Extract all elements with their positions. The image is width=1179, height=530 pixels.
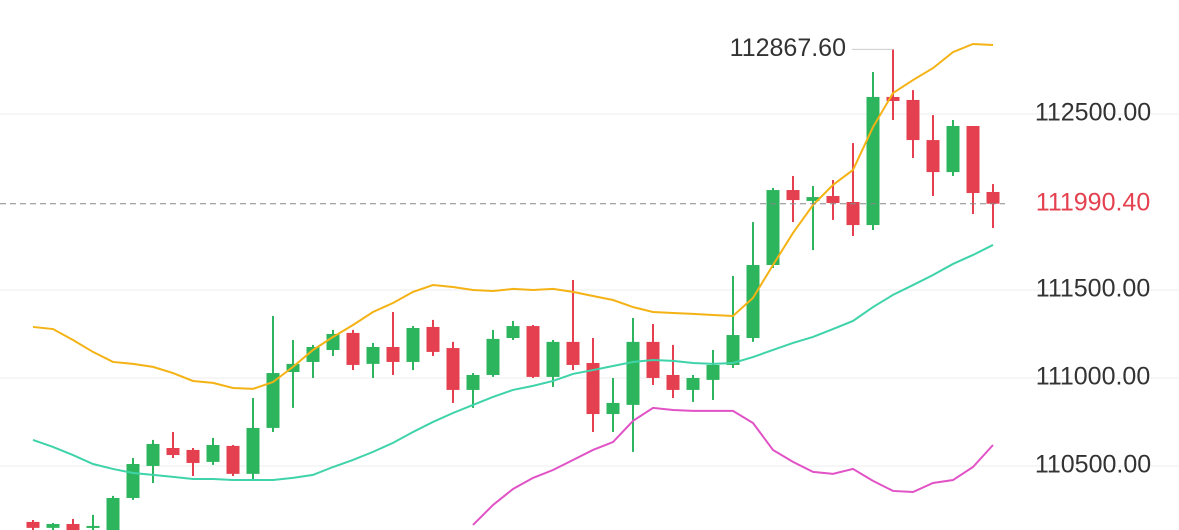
candle-body [386, 346, 400, 362]
y-tick-label: 110500.00 [1035, 451, 1151, 479]
candle-body [546, 341, 560, 377]
candle-body [586, 363, 600, 415]
candle-body [986, 191, 1000, 204]
candle-body [746, 265, 760, 339]
y-tick-label: 111000.00 [1036, 363, 1150, 391]
candle-body [186, 449, 200, 463]
candle-body [766, 190, 780, 265]
candle-body [46, 524, 60, 528]
candle-body [306, 346, 320, 362]
candle-body [366, 346, 380, 364]
candle-body [866, 96, 880, 226]
y-tick-label: 111500.00 [1036, 275, 1150, 303]
last-price-label: 111990.40 [1036, 188, 1150, 216]
candle-body [66, 524, 80, 530]
indicator-line [32, 244, 994, 482]
candle-body [166, 448, 180, 456]
candle-body [666, 374, 680, 390]
y-tick-label: 112500.00 [1035, 99, 1151, 127]
candle-body [466, 374, 480, 390]
candle-body [266, 373, 280, 428]
candle-body [206, 445, 220, 462]
candle-body [526, 326, 540, 377]
candle-body [726, 335, 740, 365]
candle-body [426, 326, 440, 352]
high-label: 112867.60 [730, 34, 846, 62]
candle-body [966, 125, 980, 194]
last-price-bg [1010, 185, 1179, 222]
candle-body [566, 341, 580, 365]
candle-body [806, 197, 820, 201]
candle-body [26, 521, 40, 528]
indicator-line [32, 42, 994, 390]
candle-body [886, 96, 900, 102]
candle-body [686, 377, 700, 390]
candle-body [486, 338, 500, 375]
candle-body [126, 464, 140, 498]
candle-body [446, 348, 460, 390]
candle-body [246, 427, 260, 474]
candle-body [606, 402, 620, 415]
candle-body [906, 99, 920, 141]
candle-body [226, 445, 240, 474]
candle-body [626, 341, 640, 405]
candle-body [826, 196, 840, 204]
candle-body [86, 525, 100, 528]
candle-body [146, 443, 160, 466]
candle-body [786, 190, 800, 201]
candle-body [926, 140, 940, 173]
candle-body [846, 202, 860, 226]
candle-body [406, 327, 420, 362]
candle-body [106, 497, 120, 530]
candle-body [706, 364, 720, 380]
candle-body [946, 125, 960, 173]
candle-body [346, 332, 360, 365]
candle-body [506, 326, 520, 339]
indicator-line [472, 406, 994, 526]
